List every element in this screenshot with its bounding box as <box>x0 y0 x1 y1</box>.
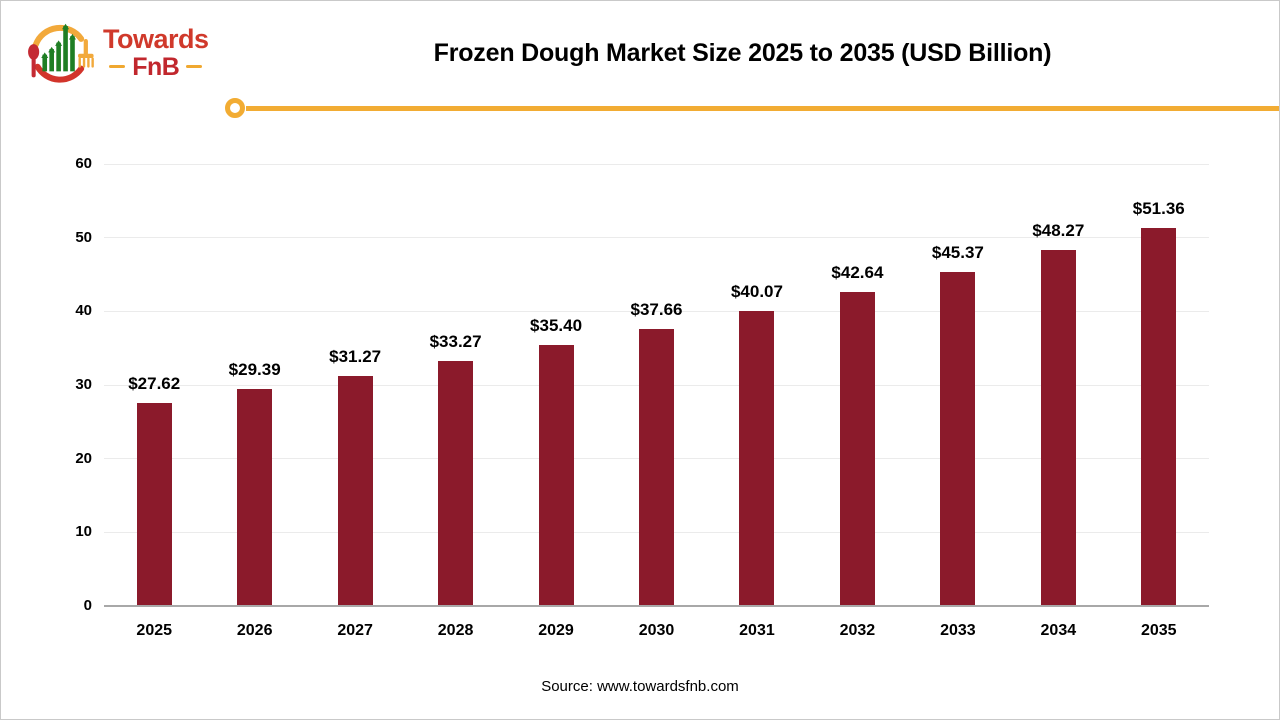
fork-glyph <box>78 38 94 68</box>
y-tick-label: 40 <box>75 302 92 320</box>
x-tick-label: 2025 <box>136 622 173 639</box>
y-tick-label: 20 <box>75 449 92 467</box>
divider-line <box>246 106 1279 111</box>
brand-name-top: Towards <box>103 23 209 54</box>
y-tick-label: 0 <box>83 597 92 614</box>
x-tick-label: 2035 <box>1140 622 1177 639</box>
x-axis-line <box>104 605 1209 607</box>
bar-value-label: $29.39 <box>228 360 281 380</box>
bar-value-label: $45.37 <box>931 242 984 262</box>
x-tick-label: 2033 <box>940 622 976 639</box>
gridline <box>104 163 1209 165</box>
divider-ring-icon <box>225 98 245 118</box>
bar <box>639 328 674 606</box>
bar <box>438 360 474 606</box>
spoon-fork-growth-bars-icon <box>28 23 94 83</box>
x-tick-label: 2032 <box>839 622 876 639</box>
x-tick-label: 2031 <box>739 622 775 639</box>
bar-value-label: $35.40 <box>530 316 583 336</box>
x-tick-label: 2026 <box>236 622 273 639</box>
brand-logo-text: Towards FnB <box>103 23 209 81</box>
gridline <box>104 237 1209 239</box>
x-tick-label: 2034 <box>1040 622 1077 639</box>
bar-value-label: $48.27 <box>1032 221 1085 241</box>
logo-dash-left-icon <box>109 65 126 68</box>
logo-dash-right-icon <box>186 65 203 68</box>
y-tick-label: 50 <box>75 228 92 246</box>
bar <box>839 291 875 606</box>
y-tick-label: 30 <box>75 376 92 393</box>
x-tick-label: 2029 <box>538 622 574 639</box>
bar <box>940 271 976 606</box>
chart-title: Frozen Dough Market Size 2025 to 2035 (U… <box>433 39 1052 67</box>
bar <box>739 310 775 606</box>
bar-value-label: $27.62 <box>128 373 181 393</box>
bar-value-label: $51.36 <box>1132 198 1185 218</box>
y-tick-label: 60 <box>75 155 92 172</box>
bar-value-label: $33.27 <box>429 331 482 351</box>
spoon-glyph <box>28 44 40 78</box>
bar <box>1040 250 1076 606</box>
bar <box>337 375 373 606</box>
bar <box>1141 227 1177 606</box>
bar-value-label: $31.27 <box>329 346 382 366</box>
bar-value-label: $42.64 <box>831 262 884 282</box>
gridline <box>104 310 1209 312</box>
bar <box>538 345 574 606</box>
bar-value-label: $37.66 <box>630 299 683 319</box>
x-tick-label: 2030 <box>638 622 675 639</box>
source-text: Source: www.towardsfnb.com <box>541 678 739 695</box>
x-tick-label: 2027 <box>337 622 373 639</box>
y-tick-label: 10 <box>75 523 92 541</box>
brand-name-bottom: FnB <box>132 52 180 81</box>
bar <box>136 402 172 606</box>
bar-value-label: $40.07 <box>730 281 783 301</box>
brand-logo: Towards FnB <box>23 13 209 89</box>
brand-name-bottom-row: FnB <box>103 52 209 81</box>
growth-bars-glyph <box>41 23 77 72</box>
bar <box>237 389 273 606</box>
x-tick-label: 2028 <box>437 622 474 639</box>
